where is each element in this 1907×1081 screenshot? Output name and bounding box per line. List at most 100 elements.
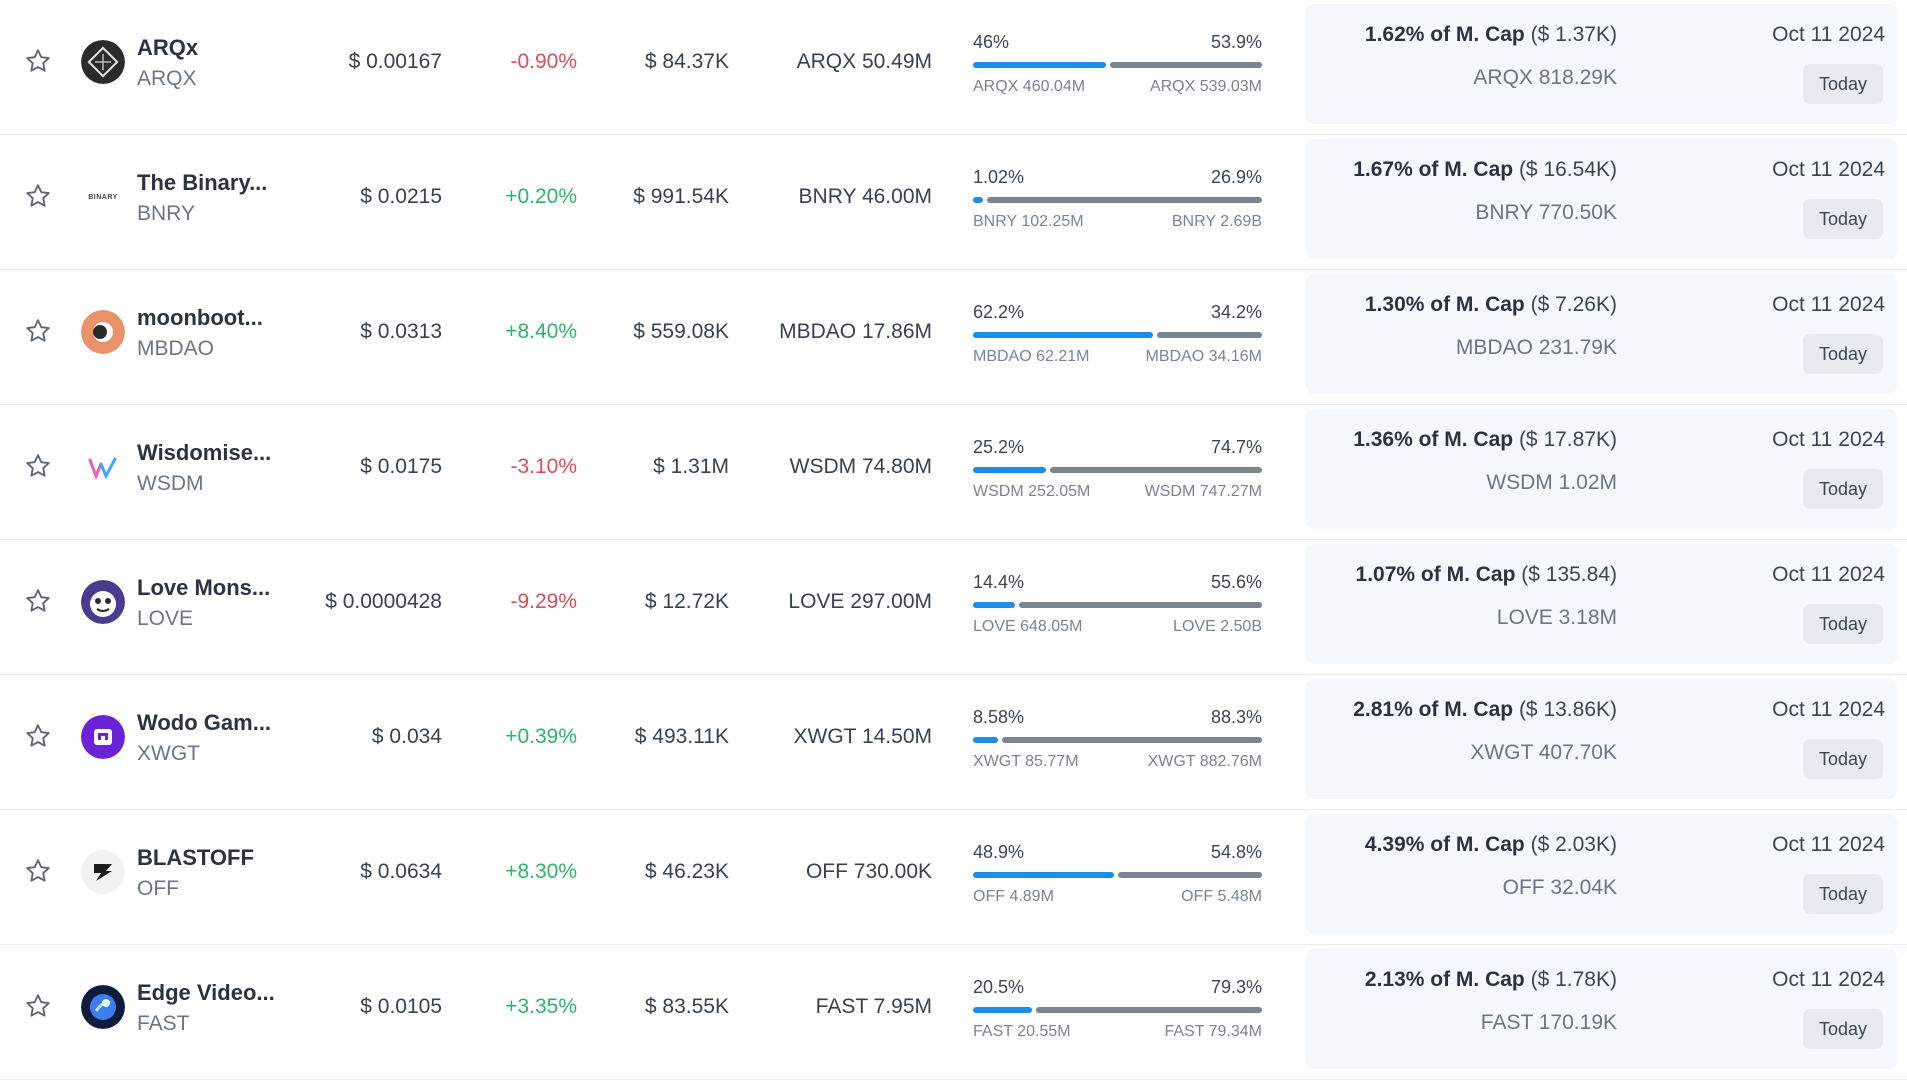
next-unlock-card [1306, 949, 1897, 1069]
locked-segment [1109, 62, 1262, 68]
token-name[interactable]: Love Mons... [137, 575, 271, 600]
next-unlock-percent: 4.39% of M. Cap ($ 2.03K) [1365, 833, 1617, 857]
circulating-supply: ARQX 50.49M [796, 50, 932, 73]
next-unlock-amount: XWGT 407.70K [1470, 741, 1617, 764]
circulating-supply: LOVE 297.00M [788, 590, 932, 613]
star-icon[interactable] [24, 587, 52, 615]
next-unlock-mcap-percent: 1.62% of M. Cap [1364, 23, 1525, 46]
table-row[interactable]: ARQx ARQX $ 0.00167 -0.90% $ 84.37K ARQX… [0, 0, 1907, 135]
next-unlock-usd: ($ 135.84) [1521, 563, 1617, 586]
next-unlock-card [1306, 544, 1897, 664]
unlock-progress-bar [973, 1007, 1262, 1013]
volume-24h: $ 46.23K [644, 860, 729, 883]
token-name[interactable]: Edge Video... [137, 980, 275, 1005]
locked-amount: WSDM 747.27M [1144, 483, 1262, 500]
star-icon[interactable] [24, 992, 52, 1020]
unlock-date: Oct 11 2024 [1772, 968, 1885, 991]
unlocked-segment [973, 737, 998, 743]
today-badge[interactable]: Today [1802, 64, 1883, 104]
price-change: +8.40% [505, 320, 577, 343]
unlock-progress-bar [973, 737, 1262, 743]
table-row[interactable]: Edge Video... FAST $ 0.0105 +3.35% $ 83.… [0, 945, 1907, 1080]
next-unlock-amount: BNRY 770.50K [1475, 201, 1617, 224]
token-name[interactable]: Wodo Gam... [137, 710, 272, 735]
table-row[interactable]: BLASTOFF OFF $ 0.0634 +8.30% $ 46.23K OF… [0, 810, 1907, 945]
locked-percent: 74.7% [1210, 437, 1262, 457]
volume-24h: $ 84.37K [644, 50, 729, 73]
today-badge[interactable]: Today [1802, 199, 1883, 239]
locked-segment [1156, 332, 1262, 338]
blastoff-logo-icon [81, 850, 125, 894]
today-badge[interactable]: Today [1802, 739, 1883, 779]
today-badge[interactable]: Today [1802, 334, 1883, 374]
table-row[interactable]: BINARY The Binary... BNRY $ 0.0215 +0.20… [0, 135, 1907, 270]
locked-amount: OFF 5.48M [1181, 888, 1262, 905]
star-icon[interactable] [24, 182, 52, 210]
love-monster-logo-icon [81, 580, 125, 624]
unlock-progress-bar [973, 62, 1262, 68]
edge-video-logo-icon [81, 985, 125, 1029]
star-icon[interactable] [24, 452, 52, 480]
unlocked-amount: FAST 20.55M [973, 1023, 1071, 1040]
table-row[interactable]: moonboot... MBDAO $ 0.0313 +8.40% $ 559.… [0, 270, 1907, 405]
today-badge[interactable]: Today [1802, 1009, 1883, 1049]
today-badge[interactable]: Today [1802, 604, 1883, 644]
star-icon[interactable] [24, 47, 52, 75]
star-icon[interactable] [24, 317, 52, 345]
unlock-date: Oct 11 2024 [1772, 698, 1885, 721]
token-name[interactable]: ARQx [137, 35, 199, 60]
token-name[interactable]: Wisdomise... [137, 440, 272, 465]
locked-segment [1018, 602, 1262, 608]
table-row[interactable]: Wodo Gam... XWGT $ 0.034 +0.39% $ 493.11… [0, 675, 1907, 810]
locked-amount: LOVE 2.50B [1173, 618, 1262, 635]
unlock-date: Oct 11 2024 [1772, 428, 1885, 451]
unlocked-amount: OFF 4.89M [973, 888, 1054, 905]
token-name[interactable]: moonboot... [137, 305, 263, 330]
unlocked-segment [973, 1007, 1033, 1013]
next-unlock-percent: 1.30% of M. Cap ($ 7.26K) [1365, 293, 1617, 317]
locked-percent: 53.9% [1210, 32, 1262, 52]
token-price: $ 0.00167 [348, 50, 442, 73]
next-unlock-mcap-percent: 2.81% of M. Cap [1353, 698, 1514, 721]
locked-percent: 34.2% [1210, 302, 1262, 322]
locked-percent: 54.8% [1210, 842, 1262, 862]
token-symbol: BNRY [137, 202, 195, 225]
star-icon[interactable] [24, 857, 52, 885]
unlock-date: Oct 11 2024 [1772, 833, 1885, 856]
next-unlock-mcap-percent: 1.07% of M. Cap [1355, 563, 1516, 586]
unlocked-percent: 8.58% [973, 707, 1025, 727]
unlocked-segment [973, 602, 1015, 608]
today-badge[interactable]: Today [1802, 469, 1883, 509]
locked-percent: 26.9% [1210, 167, 1262, 187]
next-unlock-percent: 1.36% of M. Cap ($ 17.87K) [1353, 428, 1617, 452]
locked-segment [1036, 1007, 1262, 1013]
price-change: +0.39% [505, 725, 577, 748]
locked-segment [1049, 467, 1262, 473]
unlocked-percent: 20.5% [973, 977, 1025, 997]
next-unlock-usd: ($ 7.26K) [1530, 293, 1617, 316]
token-name[interactable]: The Binary... [137, 170, 268, 195]
locked-segment [1118, 872, 1262, 878]
unlocked-amount: BNRY 102.25M [973, 213, 1084, 230]
token-symbol: XWGT [137, 742, 200, 765]
table-row[interactable]: Wisdomise... WSDM $ 0.0175 -3.10% $ 1.31… [0, 405, 1907, 540]
unlocked-segment [973, 467, 1046, 473]
unlocked-amount: XWGT 85.77M [973, 753, 1079, 770]
volume-24h: $ 83.55K [644, 995, 729, 1018]
today-badge[interactable]: Today [1802, 874, 1883, 914]
locked-segment [1001, 737, 1262, 743]
table-row[interactable]: Love Mons... LOVE $ 0.0000428 -9.29% $ 1… [0, 540, 1907, 675]
token-name[interactable]: BLASTOFF [137, 845, 254, 870]
unlock-date: Oct 11 2024 [1772, 563, 1885, 586]
unlocked-segment [973, 197, 983, 203]
unlocked-percent: 62.2% [973, 302, 1025, 322]
unlock-progress-bar [973, 872, 1262, 878]
star-icon[interactable] [24, 722, 52, 750]
volume-24h: $ 1.31M [653, 455, 729, 478]
next-unlock-percent: 1.07% of M. Cap ($ 135.84) [1356, 563, 1617, 587]
token-price: $ 0.0000428 [325, 590, 442, 613]
token-price: $ 0.0634 [360, 860, 442, 883]
unlocked-amount: WSDM 252.05M [973, 483, 1091, 500]
token-symbol: MBDAO [137, 337, 215, 360]
